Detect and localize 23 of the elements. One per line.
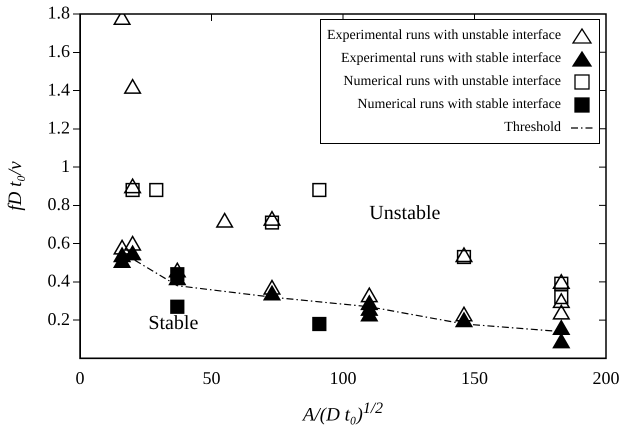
legend-label: Experimental runs with unstable interface — [327, 28, 562, 44]
x-tick-label: 150 — [461, 368, 488, 388]
y-tick-label: 0.8 — [48, 194, 70, 214]
y-tick-label: 1.6 — [48, 41, 70, 61]
y-tick-label: 1 — [61, 156, 70, 176]
y-tick-label: 0.6 — [48, 232, 70, 252]
x-tick-label: 50 — [202, 368, 220, 388]
legend-label: Numerical runs with stable interface — [357, 96, 562, 112]
y-tick-label: 1.4 — [48, 79, 70, 100]
x-tick-label: 100 — [330, 368, 356, 388]
x-tick-label: 0 — [76, 368, 84, 388]
legend-label: Numerical runs with unstable interface — [343, 74, 562, 90]
y-axis-title: fD t₀/ν — [5, 162, 27, 211]
legend-label: Threshold — [504, 120, 562, 136]
annotation: Unstable — [369, 202, 440, 225]
annotation: Stable — [148, 312, 198, 335]
y-tick-label: 0.2 — [48, 308, 70, 329]
legend-label: Experimental runs with stable interface — [341, 50, 562, 66]
x-tick-label: 200 — [592, 368, 620, 388]
y-tick-label: 1.2 — [48, 118, 70, 138]
x-axis-title: A/(D t₀)$^{1/2}$ — [300, 400, 384, 426]
y-tick-label: 1.8 — [48, 2, 70, 23]
y-tick-label: 0.4 — [48, 270, 70, 291]
